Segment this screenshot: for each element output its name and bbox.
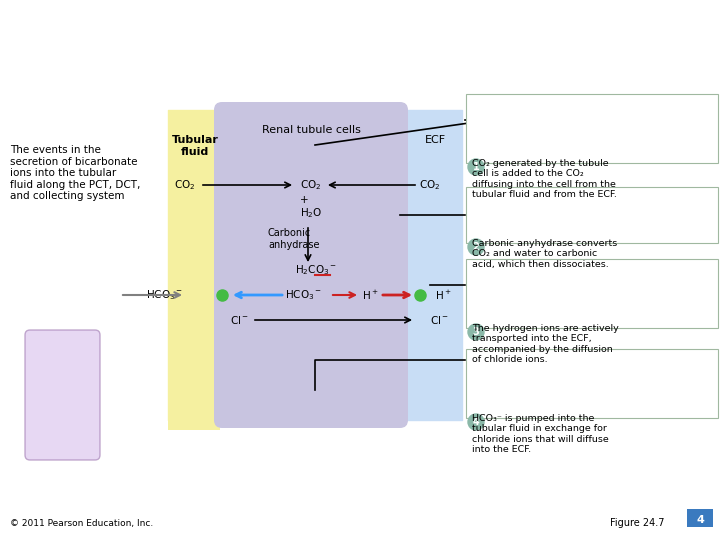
Text: 4: 4 <box>472 417 480 427</box>
Text: HCO₃⁻ is pumped into the
tubular fluid in exchange for
chloride ions that will d: HCO₃⁻ is pumped into the tubular fluid i… <box>472 414 608 454</box>
Circle shape <box>468 324 484 340</box>
FancyBboxPatch shape <box>466 349 718 418</box>
Text: H$^+$: H$^+$ <box>362 288 379 301</box>
Text: Carbonic anyhydrase converts
CO₂ and water to carbonic
acid, which then dissocia: Carbonic anyhydrase converts CO₂ and wat… <box>472 239 617 269</box>
Text: HCO$_3$$^-$: HCO$_3$$^-$ <box>285 288 322 302</box>
FancyBboxPatch shape <box>687 509 713 527</box>
Text: CO$_2$: CO$_2$ <box>419 178 441 192</box>
Text: HCO$_3$$^-$: HCO$_3$$^-$ <box>146 288 183 302</box>
Text: CO$_2$: CO$_2$ <box>174 178 196 192</box>
Text: 2: 2 <box>472 242 480 252</box>
Text: The events in the
secretion of bicarbonate
ions into the tubular
fluid along the: The events in the secretion of bicarbona… <box>10 145 140 201</box>
Text: H$^+$: H$^+$ <box>435 288 451 301</box>
Circle shape <box>468 414 484 430</box>
Text: +: + <box>300 195 309 205</box>
FancyBboxPatch shape <box>168 160 220 430</box>
Text: 3: 3 <box>472 327 480 337</box>
Text: CO$_2$: CO$_2$ <box>300 178 321 192</box>
FancyBboxPatch shape <box>466 187 718 243</box>
Text: 4: 4 <box>696 515 704 525</box>
Text: Carbonic
anhydrase: Carbonic anhydrase <box>268 228 320 249</box>
Text: Tubular
fluid: Tubular fluid <box>171 135 218 157</box>
FancyBboxPatch shape <box>466 94 718 163</box>
Text: H$_2$CO$_3$$^-$: H$_2$CO$_3$$^-$ <box>295 263 337 277</box>
Text: Figure 24.7: Figure 24.7 <box>610 518 665 528</box>
FancyBboxPatch shape <box>214 102 408 428</box>
Circle shape <box>468 159 484 175</box>
Text: Cl$^-$: Cl$^-$ <box>230 314 249 326</box>
Text: Renal tubule cells: Renal tubule cells <box>261 125 361 135</box>
FancyBboxPatch shape <box>25 330 100 460</box>
Text: The hydrogen ions are actively
transported into the ECF,
accompanied by the diff: The hydrogen ions are actively transport… <box>472 324 618 364</box>
Text: 1: 1 <box>472 162 480 172</box>
Text: H$_2$O: H$_2$O <box>300 206 323 220</box>
Text: ECF: ECF <box>424 135 446 145</box>
Text: CO₂ generated by the tubule
cell is added to the CO₂
diffusing into the cell fro: CO₂ generated by the tubule cell is adde… <box>472 159 617 199</box>
FancyBboxPatch shape <box>466 259 718 328</box>
Text: © 2011 Pearson Education, Inc.: © 2011 Pearson Education, Inc. <box>10 519 153 528</box>
Circle shape <box>468 239 484 255</box>
Text: Cl$^-$: Cl$^-$ <box>430 314 449 326</box>
